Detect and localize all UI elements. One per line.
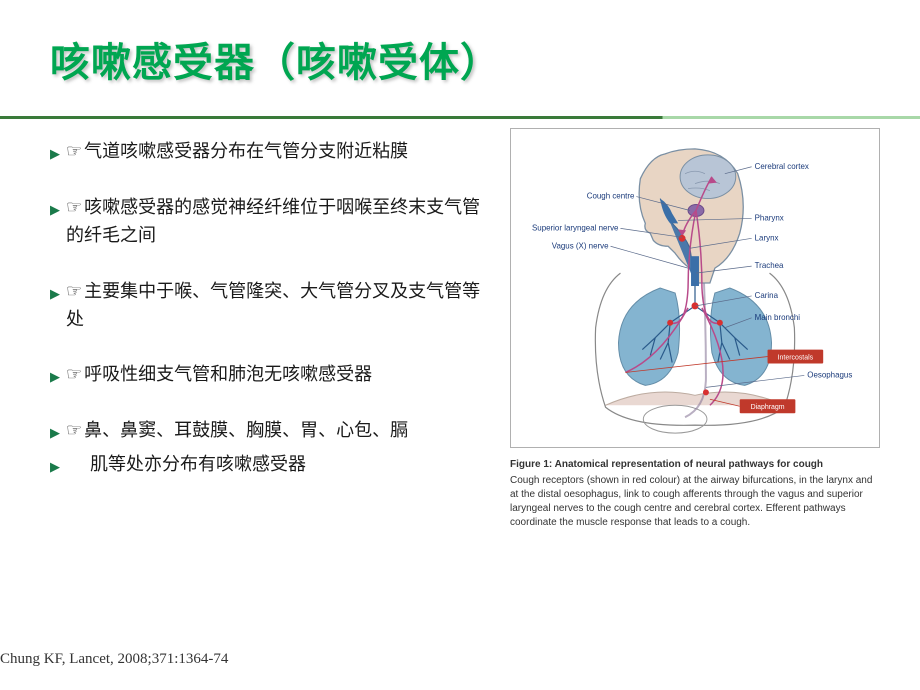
label-cerebral-cortex: Cerebral cortex bbox=[755, 162, 809, 171]
bullet-item: ▶ 肌等处亦分布有咳嗽感受器 bbox=[50, 451, 498, 479]
bullet-marker-icon: ▶ bbox=[50, 200, 60, 220]
pointer-icon: ☞ bbox=[66, 141, 82, 161]
bullet-item: ▶ ☞咳嗽感受器的感觉神经纤维位于咽喉至终末支气管的纤毛之间 bbox=[50, 194, 498, 250]
caption-body: Cough receptors (shown in red colour) at… bbox=[510, 475, 872, 528]
bullet-label: 主要集中于喉、气管隆突、大气管分叉及支气管等处 bbox=[66, 281, 480, 329]
content-row: ▶ ☞气道咳嗽感受器分布在气管分支附近粘膜 ▶ ☞咳嗽感受器的感觉神经纤维位于咽… bbox=[50, 128, 880, 530]
bullet-label: 气道咳嗽感受器分布在气管分支附近粘膜 bbox=[84, 141, 408, 161]
citation-text: Chung KF, Lancet, 2008;371:1364-74 bbox=[0, 651, 228, 668]
badge-intercostals-label: Intercostals bbox=[778, 355, 814, 362]
label-oesophagus: Oesophagus bbox=[807, 370, 852, 379]
bullet-text: ☞主要集中于喉、气管隆突、大气管分叉及支气管等处 bbox=[66, 278, 498, 334]
trachea-shape bbox=[691, 256, 699, 286]
slide-title: 咳嗽感受器（咳嗽受体） bbox=[50, 30, 880, 88]
bullet-label: 咳嗽感受器的感觉神经纤维位于咽喉至终末支气管的纤毛之间 bbox=[66, 197, 480, 245]
label-sup-laryngeal: Superior laryngeal nerve bbox=[532, 223, 619, 232]
caption-title: Figure 1: Anatomical representation of n… bbox=[510, 458, 880, 472]
label-carina: Carina bbox=[755, 291, 779, 300]
bullet-label: 肌等处亦分布有咳嗽感受器 bbox=[90, 454, 306, 474]
bullet-text: ☞呼吸性细支气管和肺泡无咳嗽感受器 bbox=[66, 361, 498, 389]
bullet-item: ▶ ☞气道咳嗽感受器分布在气管分支附近粘膜 bbox=[50, 138, 498, 166]
label-vagus: Vagus (X) nerve bbox=[552, 241, 609, 250]
bullet-text: ☞鼻、鼻窦、耳鼓膜、胸膜、胃、心包、膈 bbox=[66, 417, 498, 445]
stomach-outline bbox=[643, 405, 707, 433]
figure-panel: Cough centre Superior laryngeal nerve Va… bbox=[510, 128, 880, 530]
bullet-label: 鼻、鼻窦、耳鼓膜、胸膜、胃、心包、膈 bbox=[84, 420, 408, 440]
right-lung bbox=[710, 288, 771, 385]
pointer-icon: ☞ bbox=[66, 364, 82, 384]
bullet-text: ☞气道咳嗽感受器分布在气管分支附近粘膜 bbox=[66, 138, 498, 166]
bullet-marker-icon: ▶ bbox=[50, 144, 60, 164]
bullet-item: ▶ ☞鼻、鼻窦、耳鼓膜、胸膜、胃、心包、膈 bbox=[50, 417, 498, 445]
figure-caption: Figure 1: Anatomical representation of n… bbox=[510, 458, 880, 530]
bullet-item: ▶ ☞呼吸性细支气管和肺泡无咳嗽感受器 bbox=[50, 361, 498, 389]
bullet-item: ▶ ☞主要集中于喉、气管隆突、大气管分叉及支气管等处 bbox=[50, 278, 498, 334]
slide-container: 咳嗽感受器（咳嗽受体） ▶ ☞气道咳嗽感受器分布在气管分支附近粘膜 ▶ ☞咳嗽感… bbox=[0, 0, 920, 690]
bullet-list: ▶ ☞气道咳嗽感受器分布在气管分支附近粘膜 ▶ ☞咳嗽感受器的感觉神经纤维位于咽… bbox=[50, 128, 498, 530]
bullet-marker-icon: ▶ bbox=[50, 367, 60, 387]
pointer-icon: ☞ bbox=[66, 197, 82, 217]
label-larynx: Larynx bbox=[755, 233, 779, 242]
cerebral-cortex bbox=[680, 155, 736, 199]
bullet-text: ☞咳嗽感受器的感觉神经纤维位于咽喉至终末支气管的纤毛之间 bbox=[66, 194, 498, 250]
bullet-marker-icon: ▶ bbox=[50, 423, 60, 443]
label-pharynx: Pharynx bbox=[755, 213, 784, 222]
label-cough-centre: Cough centre bbox=[587, 192, 635, 201]
bullet-text: 肌等处亦分布有咳嗽感受器 bbox=[90, 451, 498, 479]
anatomy-diagram: Cough centre Superior laryngeal nerve Va… bbox=[510, 128, 880, 448]
badge-diaphragm-label: Diaphragm bbox=[751, 404, 785, 411]
bullet-marker-icon: ▶ bbox=[50, 457, 60, 477]
pointer-icon: ☞ bbox=[66, 281, 82, 301]
title-underline bbox=[0, 116, 920, 119]
label-main-bronchi: Main bronchi bbox=[755, 313, 801, 322]
anatomy-svg: Cough centre Superior laryngeal nerve Va… bbox=[511, 129, 879, 447]
pointer-icon: ☞ bbox=[66, 420, 82, 440]
label-trachea: Trachea bbox=[755, 261, 784, 270]
bullet-marker-icon: ▶ bbox=[50, 284, 60, 304]
bullet-label: 呼吸性细支气管和肺泡无咳嗽感受器 bbox=[84, 364, 372, 384]
